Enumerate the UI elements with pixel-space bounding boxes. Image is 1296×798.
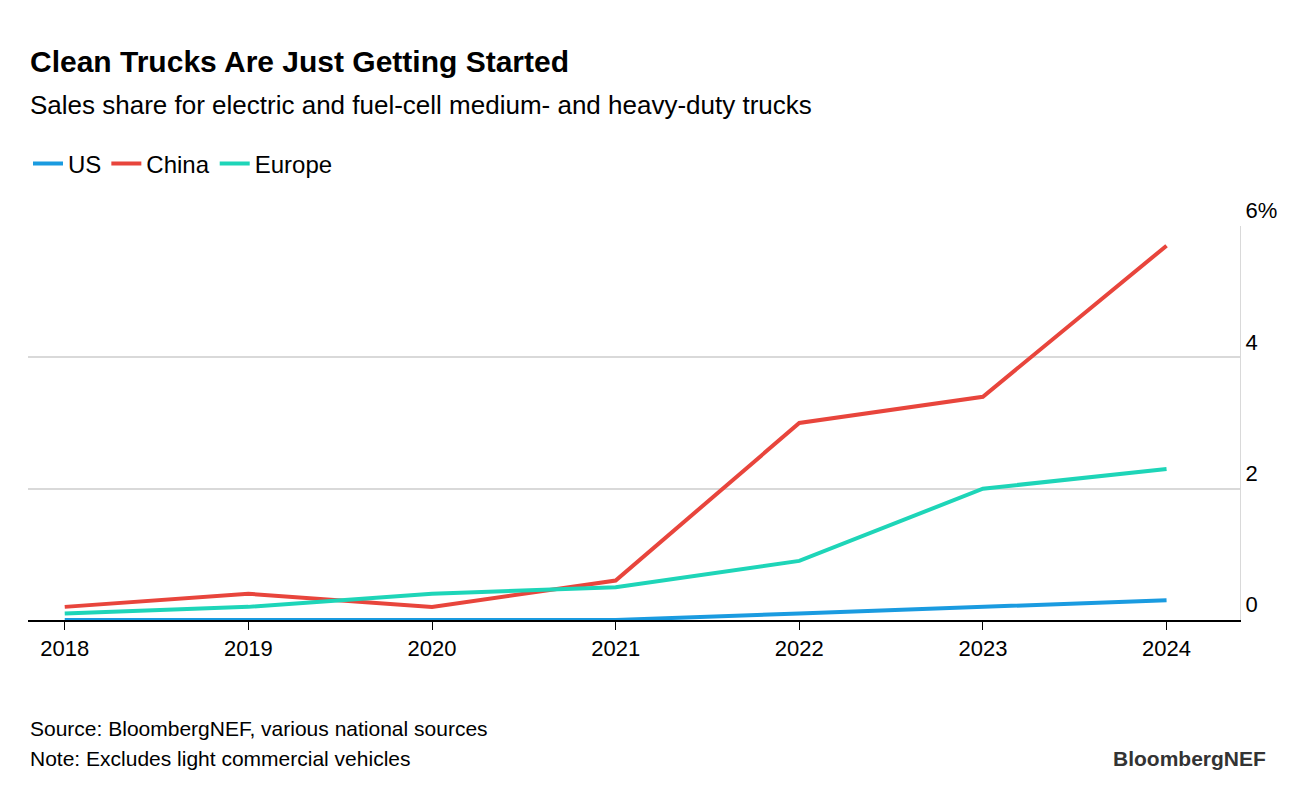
svg-text:Europe: Europe — [255, 151, 332, 178]
svg-text:2: 2 — [1245, 461, 1257, 486]
svg-text:2023: 2023 — [958, 636, 1007, 661]
svg-text:2020: 2020 — [408, 636, 457, 661]
svg-text:2022: 2022 — [775, 636, 824, 661]
svg-text:BloombergNEF: BloombergNEF — [1113, 747, 1266, 770]
svg-text:US: US — [68, 151, 101, 178]
svg-text:6%: 6% — [1245, 198, 1277, 223]
svg-text:2021: 2021 — [591, 636, 640, 661]
svg-text:4: 4 — [1245, 330, 1257, 355]
svg-text:2024: 2024 — [1142, 636, 1191, 661]
svg-text:China: China — [146, 151, 209, 178]
svg-text:2019: 2019 — [224, 636, 273, 661]
svg-text:0: 0 — [1245, 592, 1257, 617]
svg-text:Clean Trucks Are Just Getting: Clean Trucks Are Just Getting Started — [30, 45, 569, 78]
svg-text:Source: BloombergNEF, various: Source: BloombergNEF, various national s… — [30, 717, 488, 740]
svg-text:Sales share for electric and f: Sales share for electric and fuel-cell m… — [30, 90, 812, 120]
svg-text:2018: 2018 — [40, 636, 89, 661]
svg-text:Note: Excludes light commercia: Note: Excludes light commercial vehicles — [30, 747, 410, 770]
